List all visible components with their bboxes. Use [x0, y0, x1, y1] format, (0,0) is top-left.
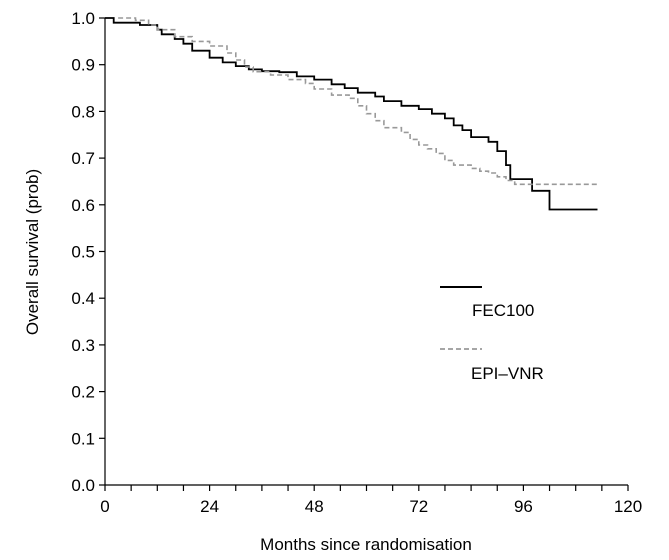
y-tick-label: 0.1: [71, 429, 95, 448]
y-tick-label: 0.9: [71, 56, 95, 75]
legend: FEC100 EPI–VNR: [440, 286, 544, 383]
legend-label-fec100: FEC100: [472, 301, 534, 320]
y-tick-label: 0.3: [71, 336, 95, 355]
series-line-epi-vnr: [118, 17, 598, 186]
y-axis-ticks: 0.0 0.1 0.2 0.3 0.4 0.5 0.6 0.7 0.8 0.9 1.0: [71, 9, 105, 495]
y-tick-label: 0.0: [71, 476, 95, 495]
x-tick-label: 0: [100, 497, 109, 516]
x-tick-label: 120: [614, 497, 642, 516]
y-tick-label: 0.4: [71, 289, 95, 308]
x-tick-label: 96: [514, 497, 533, 516]
x-tick-label: 48: [305, 497, 324, 516]
y-tick-label: 0.6: [71, 196, 95, 215]
series-layer: [105, 17, 598, 211]
y-tick-label: 1.0: [71, 9, 95, 28]
y-tick-label: 0.8: [71, 102, 95, 121]
series-line-fec100: [105, 17, 598, 211]
plot-area: 0.0 0.1 0.2 0.3 0.4 0.5 0.6 0.7 0.8 0.9 1.0 0 24 48 7…: [71, 9, 642, 516]
y-tick-label: 0.7: [71, 149, 95, 168]
y-tick-label: 0.2: [71, 383, 95, 402]
y-tick-label: 0.5: [71, 243, 95, 262]
y-axis-title: Overall survival (prob): [23, 169, 42, 335]
x-axis-ticks: 0 24 48 72 96 120: [100, 485, 642, 516]
legend-label-epi-vnr: EPI–VNR: [471, 364, 544, 383]
x-axis-title: Months since randomisation: [260, 535, 472, 554]
x-tick-label: 24: [200, 497, 219, 516]
x-tick-label: 72: [409, 497, 428, 516]
